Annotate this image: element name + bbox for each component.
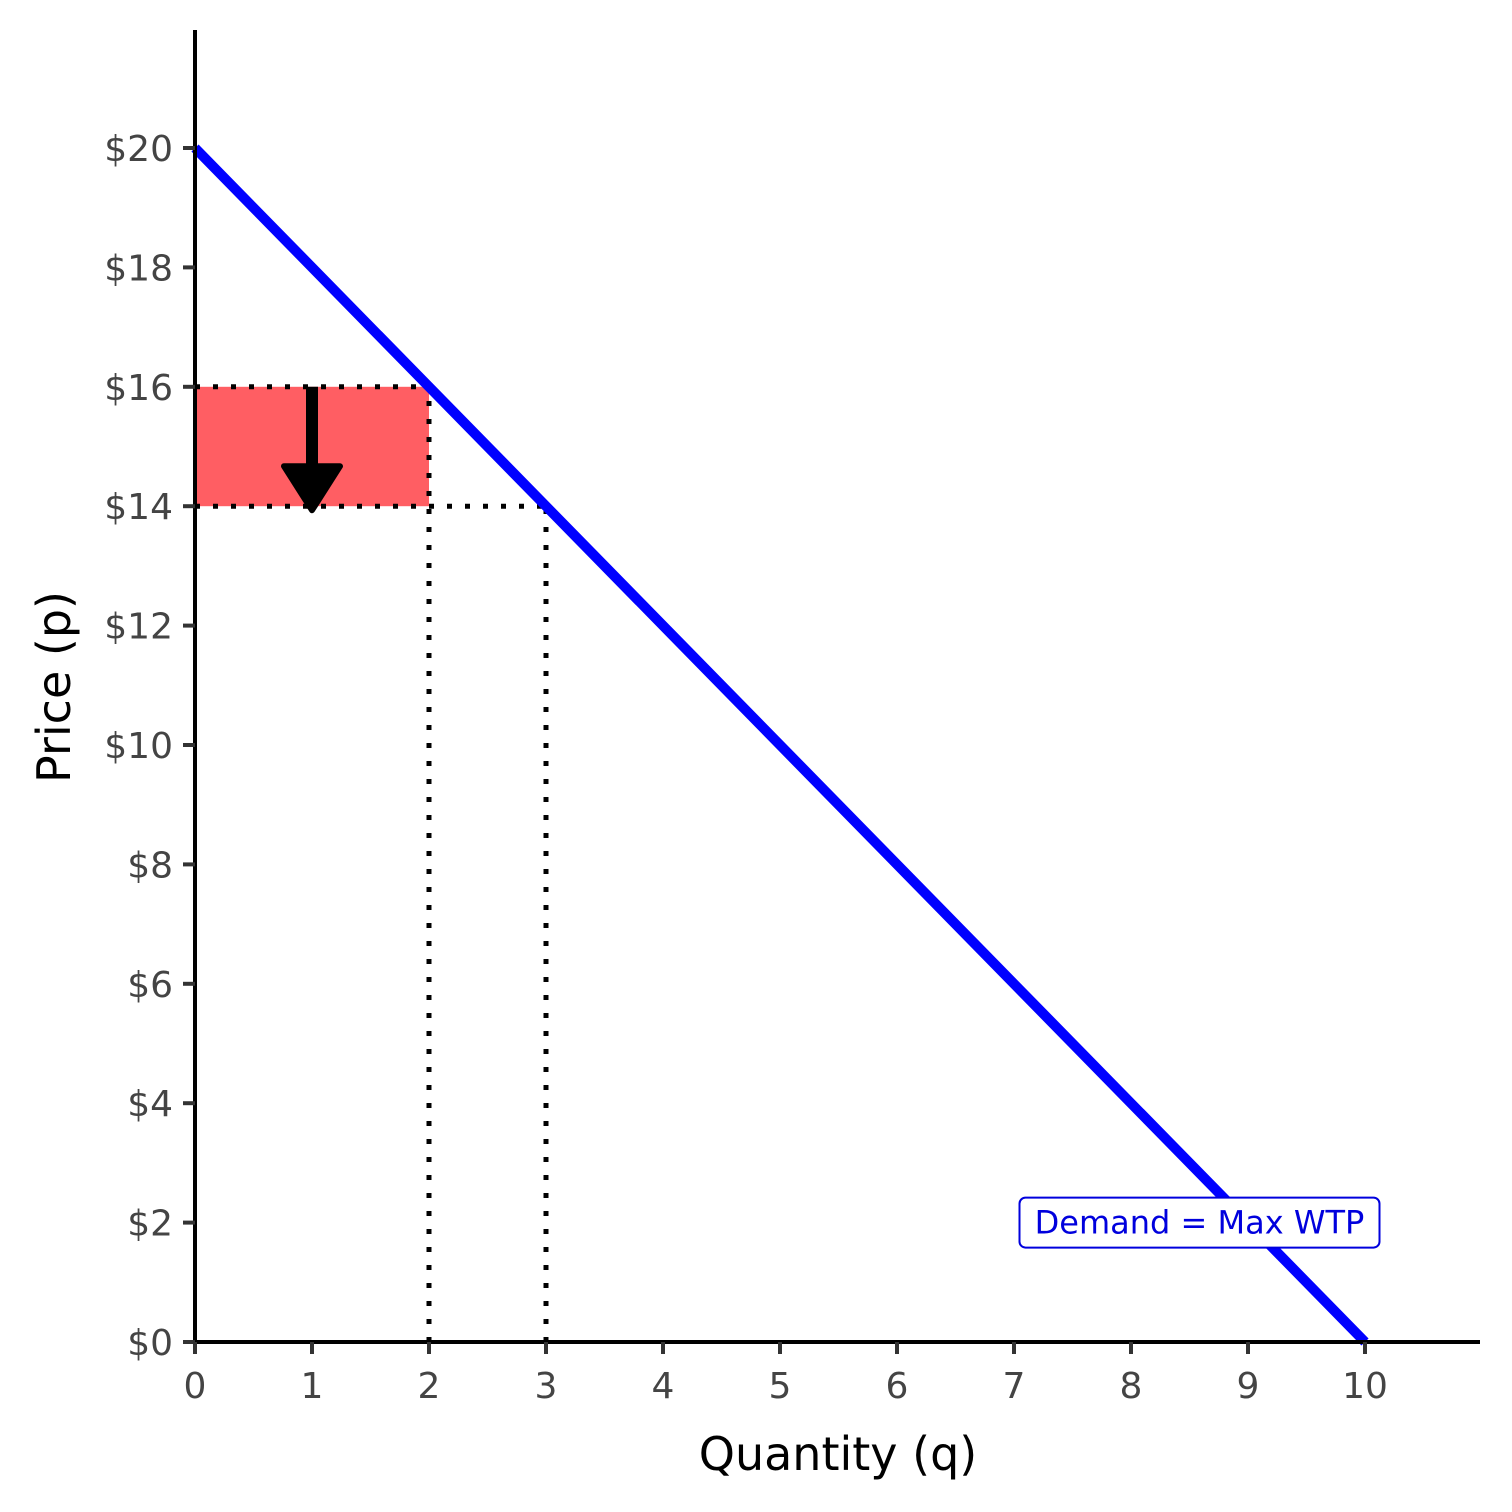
demand-label: Demand = Max WTP — [1035, 1204, 1365, 1242]
y-tick-label: $10 — [104, 726, 173, 767]
y-tick-label: $4 — [127, 1084, 173, 1125]
x-tick-label: 0 — [184, 1366, 207, 1407]
demand-curve — [191, 144, 1369, 1346]
x-tick-label: 10 — [1342, 1366, 1388, 1407]
demand-label-box — [1018, 1196, 1381, 1249]
price-drop-arrow-head — [281, 463, 343, 514]
x-tick-label: 2 — [418, 1366, 441, 1407]
x-tick-label: 9 — [1237, 1366, 1260, 1407]
y-tick-label: $12 — [104, 607, 173, 648]
x-tick-label: 1 — [301, 1366, 324, 1407]
x-axis-title: Quantity (q) — [699, 1427, 978, 1481]
y-tick-label: $18 — [104, 248, 173, 289]
x-tick-label: 8 — [1120, 1366, 1143, 1407]
y-tick-label: $6 — [127, 965, 173, 1006]
x-tick-label: 7 — [1003, 1366, 1026, 1407]
y-tick-label: $8 — [127, 845, 173, 886]
x-tick-label: 5 — [769, 1366, 792, 1407]
x-tick-label: 3 — [535, 1366, 558, 1407]
y-tick-label: $2 — [127, 1204, 173, 1245]
x-tick-label: 4 — [652, 1366, 675, 1407]
y-axis-title: Price (p) — [27, 591, 81, 783]
y-tick-label: $0 — [127, 1323, 173, 1364]
x-tick-label: 6 — [886, 1366, 909, 1407]
y-tick-label: $20 — [104, 129, 173, 170]
y-tick-label: $14 — [104, 487, 173, 528]
y-tick-label: $16 — [104, 368, 173, 409]
